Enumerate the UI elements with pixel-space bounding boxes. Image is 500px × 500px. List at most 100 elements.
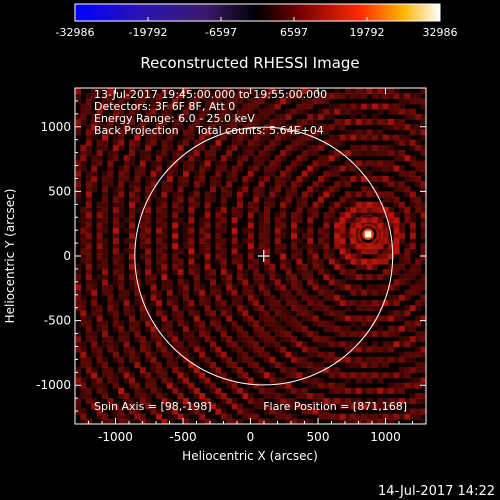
image-pixel [161,372,168,379]
image-pixel [91,310,98,317]
image-pixel [366,186,373,193]
image-pixel [366,361,373,368]
image-pixel [307,222,314,229]
image-pixel [361,165,368,172]
image-pixel [382,356,389,363]
image-pixel [355,129,362,136]
image-pixel [226,413,233,420]
image-pixel [323,305,330,312]
image-pixel [129,377,135,384]
image-pixel [323,175,330,182]
image-pixel [420,165,426,172]
image-pixel [91,186,98,193]
image-pixel [415,330,422,337]
image-pixel [285,294,292,301]
image-pixel [80,258,87,265]
image-pixel [415,413,422,420]
image-pixel [269,263,276,270]
image-pixel [85,150,92,157]
image-pixel [204,222,211,229]
image-pixel [420,408,426,415]
image-pixel [285,382,292,389]
image-pixel [420,222,426,229]
image-pixel [193,170,200,177]
image-pixel [139,165,146,172]
image-pixel [393,284,400,291]
image-pixel [237,212,243,219]
image-pixel [420,181,426,188]
image-pixel [242,191,249,198]
image-pixel [274,175,281,182]
image-pixel [220,227,227,234]
image-pixel [372,88,378,94]
image-pixel [161,113,168,120]
image-pixel [264,206,270,213]
image-pixel [215,113,222,120]
image-pixel [96,248,103,255]
image-pixel [139,160,146,167]
image-pixel [312,305,319,312]
image-pixel [112,227,119,234]
image-pixel [172,155,179,162]
image-pixel [318,93,324,100]
image-pixel [372,418,378,424]
image-pixel [328,139,335,146]
image-pixel [328,367,335,374]
image-pixel [145,139,152,146]
image-pixel [102,237,108,244]
image-pixel [323,222,330,229]
image-pixel [258,387,265,394]
image-pixel [150,356,157,363]
image-pixel [372,346,378,353]
image-pixel [172,232,179,239]
image-pixel [247,232,254,239]
image-pixel [280,98,287,105]
image-pixel [102,248,108,255]
image-pixel [247,377,254,384]
image-pixel [388,217,395,224]
image-pixel [96,310,103,317]
image-pixel [345,196,351,203]
image-pixel [161,418,168,424]
image-pixel [301,341,308,348]
image-pixel [177,113,184,120]
image-pixel [350,201,357,208]
image-pixel [75,129,81,136]
image-pixel [274,191,281,198]
image-pixel [280,248,287,255]
image-pixel [193,408,200,415]
image-pixel [280,119,287,126]
image-pixel [112,274,119,281]
image-pixel [258,155,265,162]
image-pixel [355,413,362,420]
image-pixel [339,413,346,420]
image-pixel [307,170,314,177]
image-pixel [404,336,411,343]
image-pixel [280,305,287,312]
annotation-flare-position: Flare Position = [871,168] [263,400,407,413]
image-pixel [280,227,287,234]
image-pixel [204,237,211,244]
image-pixel [377,108,384,115]
image-pixel [269,294,276,301]
image-pixel [393,139,400,146]
image-pixel [75,377,81,384]
image-pixel [312,129,319,136]
image-pixel [91,165,98,172]
image-pixel [388,346,395,353]
image-pixel [361,320,368,327]
image-pixel [134,351,141,358]
image-pixel [112,320,119,327]
image-pixel [220,372,227,379]
image-pixel [377,165,384,172]
image-pixel [188,150,195,157]
image-pixel [177,93,184,100]
image-pixel [129,150,135,157]
image-pixel [274,139,281,146]
image-pixel [237,186,243,193]
image-pixel [361,418,368,424]
image-pixel [183,356,189,363]
image-pixel [377,289,384,296]
image-pixel [150,382,157,389]
image-pixel [177,150,184,157]
